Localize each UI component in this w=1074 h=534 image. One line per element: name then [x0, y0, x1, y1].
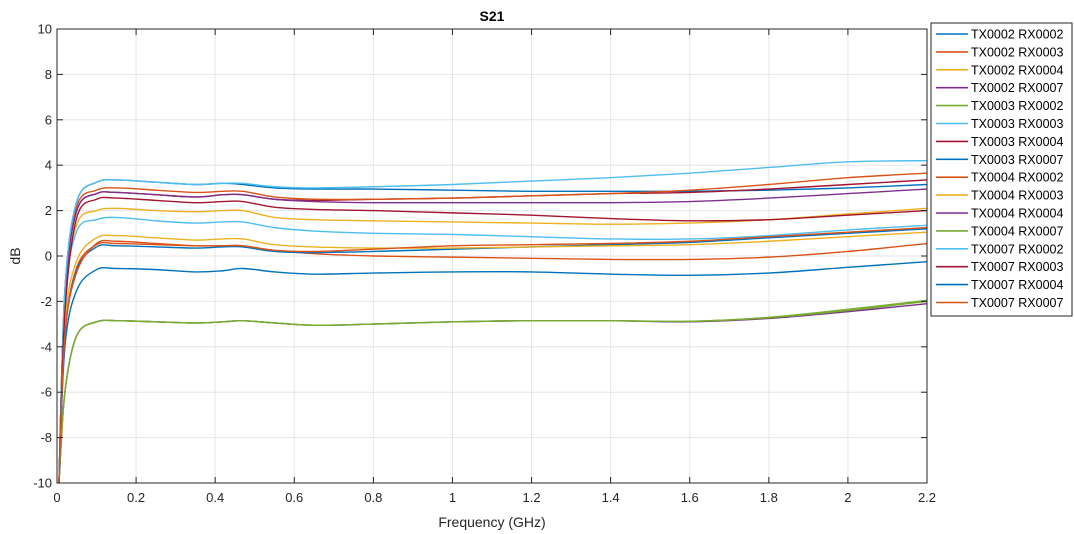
x-tick-label: 2 — [844, 490, 851, 505]
legend-label: TX0007 RX0003 — [971, 260, 1063, 274]
x-tick-label: 0.4 — [206, 490, 224, 505]
legend-label: TX0003 RX0002 — [971, 99, 1063, 113]
x-tick-label: 0 — [53, 490, 60, 505]
legend-label: TX0002 RX0002 — [971, 28, 1063, 42]
legend: TX0002 RX0002 TX0002 RX0003 TX0002 RX0004 T… — [930, 22, 1073, 317]
x-tick-label: 0.2 — [127, 490, 145, 505]
series-line-3 — [58, 207, 928, 484]
legend-label: TX0004 RX0002 — [971, 171, 1063, 185]
legend-label: TX0002 RX0007 — [971, 81, 1063, 95]
y-axis-ticks: -10 -8 -6 -4 -2 0 2 4 6 8 10 — [33, 22, 927, 491]
series-line-16 — [58, 226, 928, 484]
series-line-10 — [58, 231, 928, 484]
series-line-12 — [58, 300, 928, 484]
legend-label: TX0003 RX0007 — [971, 153, 1063, 167]
y-tick-label: -10 — [33, 476, 52, 491]
series-line-15 — [58, 260, 928, 484]
legend-label: TX0002 RX0004 — [971, 63, 1063, 77]
x-axis-label: Frequency (GHz) — [438, 514, 545, 530]
y-tick-label: -6 — [40, 385, 52, 400]
legend-label: TX0003 RX0004 — [971, 135, 1063, 149]
y-tick-label: -2 — [40, 294, 52, 309]
legend-label: TX0004 RX0003 — [971, 189, 1063, 203]
legend-label: TX0003 RX0003 — [971, 117, 1063, 131]
legend-label: TX0002 RX0003 — [971, 45, 1063, 59]
x-tick-label: 1.8 — [760, 490, 778, 505]
x-tick-label: 1 — [449, 490, 456, 505]
x-tick-label: 1.2 — [523, 490, 541, 505]
y-tick-label: -8 — [40, 430, 52, 445]
series-line-8 — [58, 228, 928, 484]
y-axis-label: dB — [7, 247, 23, 264]
x-tick-label: 1.6 — [681, 490, 699, 505]
x-tick-label: 2.2 — [918, 490, 936, 505]
series-line-9 — [58, 172, 928, 484]
y-tick-label: 2 — [45, 203, 52, 218]
x-axis-ticks: 0 0.2 0.4 0.6 0.8 1 1.2 1.4 1.6 1.8 2 2.2 — [53, 29, 936, 505]
legend-label: TX0007 RX0002 — [971, 242, 1063, 256]
series-lines — [58, 159, 928, 484]
y-tick-label: 6 — [45, 112, 52, 127]
legend-label: TX0007 RX0007 — [971, 296, 1063, 310]
x-tick-label: 0.6 — [285, 490, 303, 505]
x-tick-label: 0.8 — [364, 490, 382, 505]
series-line-11 — [58, 188, 928, 484]
y-tick-label: 0 — [45, 249, 52, 264]
chart-title: S21 — [480, 8, 505, 24]
y-tick-label: 4 — [45, 158, 52, 173]
legend-label: TX0007 RX0004 — [971, 278, 1063, 292]
y-tick-label: 8 — [45, 67, 52, 82]
y-tick-label: -4 — [40, 339, 52, 354]
series-line-13 — [58, 159, 928, 484]
y-tick-label: 10 — [38, 22, 52, 37]
series-line-14 — [58, 196, 928, 484]
legend-label: TX0004 RX0007 — [971, 224, 1063, 238]
legend-label: TX0004 RX0004 — [971, 207, 1063, 221]
x-tick-label: 1.4 — [602, 490, 620, 505]
series-line-6 — [58, 216, 928, 484]
